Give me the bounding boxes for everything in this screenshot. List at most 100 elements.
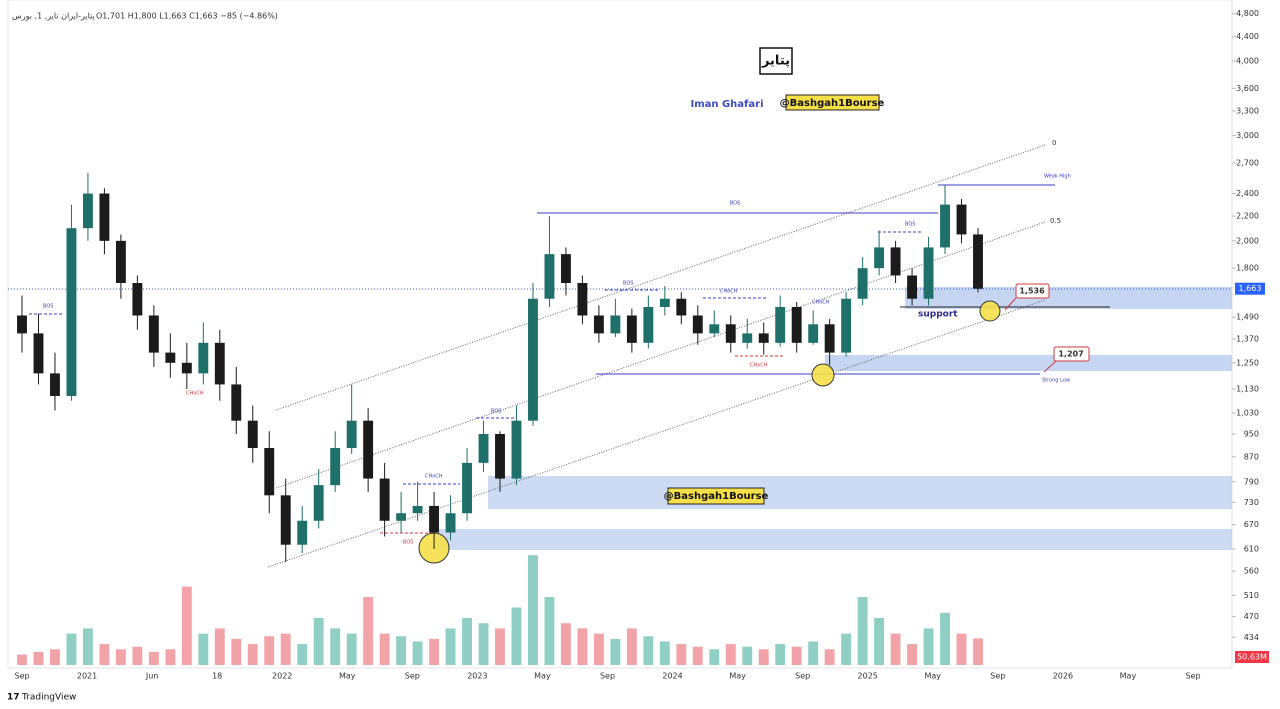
x-tick-label: 2023 bbox=[467, 672, 487, 681]
zone bbox=[436, 529, 1232, 550]
volume-bar bbox=[181, 586, 192, 665]
x-tick-label: Sep bbox=[14, 672, 29, 681]
x-tick-label: May bbox=[1120, 672, 1137, 681]
brand: TradingView bbox=[21, 693, 76, 703]
brand-logo: 17 bbox=[7, 693, 20, 703]
candle-body bbox=[495, 433, 505, 479]
volume-bar bbox=[132, 646, 143, 665]
candle-body bbox=[330, 448, 341, 486]
candle-body bbox=[429, 505, 440, 533]
bos-label: BOS bbox=[623, 281, 633, 287]
candle-body bbox=[445, 513, 456, 533]
highlight bbox=[811, 363, 835, 387]
channel-line bbox=[275, 144, 1046, 411]
candle-body bbox=[165, 352, 176, 363]
volume-bar bbox=[874, 617, 885, 665]
zone bbox=[905, 287, 1232, 309]
x-tick-label: May bbox=[729, 672, 746, 681]
volume-bar bbox=[264, 636, 275, 665]
title: پتایر bbox=[761, 54, 790, 69]
x-tick-label: 18 bbox=[212, 672, 222, 681]
x-tick-label: 2025 bbox=[858, 672, 878, 681]
candle-body bbox=[478, 433, 489, 463]
volume-bar bbox=[330, 628, 341, 665]
bos-label: BOS bbox=[491, 409, 501, 415]
candle-body bbox=[874, 247, 885, 269]
y-tick-label: 3,300 bbox=[1236, 106, 1259, 115]
y-tick-label: 1,250 bbox=[1236, 358, 1259, 367]
y-tick-label: 3,000 bbox=[1236, 131, 1259, 140]
y-tick-label: 730 bbox=[1244, 498, 1259, 507]
choch-label: CHoCH bbox=[750, 363, 768, 369]
candle-body bbox=[412, 505, 423, 514]
candle-body bbox=[462, 462, 472, 514]
y-tick-label: 4,400 bbox=[1236, 32, 1259, 41]
volume-bar bbox=[214, 628, 225, 665]
fib-label: 0.5 bbox=[1050, 217, 1061, 225]
candle-body bbox=[709, 324, 720, 334]
candle-body bbox=[297, 520, 308, 545]
plot-area bbox=[7, 0, 1233, 669]
candle-body bbox=[33, 333, 44, 374]
strong-low: Strong Low bbox=[1042, 378, 1070, 384]
author: Iman Ghafari bbox=[690, 99, 763, 110]
bos-label: BOS bbox=[905, 222, 915, 228]
candle-body bbox=[725, 324, 736, 343]
handle-box bbox=[785, 94, 880, 111]
volume-bar bbox=[709, 649, 720, 665]
y-tick-label: 470 bbox=[1244, 612, 1259, 621]
candle-body bbox=[115, 240, 126, 284]
candle-body bbox=[824, 324, 835, 353]
volume-bar bbox=[808, 641, 819, 665]
volume-bar bbox=[643, 636, 654, 665]
x-tick-label: Sep bbox=[600, 672, 615, 681]
x-tick-label: Sep bbox=[795, 672, 810, 681]
level: 1,536 bbox=[1019, 287, 1045, 296]
choch-label: CHoCH bbox=[186, 391, 204, 397]
volume-bar bbox=[511, 607, 522, 665]
volume-bar bbox=[148, 651, 159, 665]
bos-label: BOS bbox=[730, 201, 740, 207]
candle-body bbox=[247, 420, 258, 449]
volume-bar bbox=[396, 636, 407, 665]
volume-bar bbox=[247, 644, 258, 665]
level-box bbox=[1015, 283, 1050, 299]
y-tick-label: 1,490 bbox=[1236, 313, 1259, 322]
candle-body bbox=[610, 315, 621, 334]
weak-high: Weak High bbox=[1044, 174, 1071, 180]
volume-bar bbox=[346, 633, 357, 665]
candle-body bbox=[758, 333, 769, 343]
level-box bbox=[1053, 346, 1090, 362]
candle-body bbox=[544, 254, 555, 299]
candle-body bbox=[313, 485, 324, 521]
ohlc: O1,701 H1,800 L1,663 C1,663 −85 (−4.86%) bbox=[96, 12, 278, 21]
volume-bar bbox=[445, 628, 456, 665]
volume-bar bbox=[66, 633, 77, 665]
volume-bar bbox=[363, 597, 374, 665]
volume-bar bbox=[923, 628, 934, 665]
candle-body bbox=[148, 315, 159, 353]
y-tick-label: 434 bbox=[1244, 633, 1259, 642]
y-tick-label: 1,800 bbox=[1236, 264, 1259, 273]
x-tick-label: Sep bbox=[405, 672, 420, 681]
volume-bar bbox=[940, 612, 950, 665]
x-tick-label: 2021 bbox=[77, 672, 97, 681]
y-tick-label: 1,130 bbox=[1236, 384, 1259, 393]
volume-bar bbox=[165, 649, 176, 665]
volume-bar bbox=[742, 646, 753, 665]
candle-body bbox=[923, 247, 934, 299]
candle-body bbox=[363, 420, 374, 479]
y-tick-label: 510 bbox=[1244, 591, 1259, 600]
candle-body bbox=[511, 420, 522, 479]
volume-bar bbox=[115, 649, 126, 665]
y-tick-label: 670 bbox=[1244, 520, 1259, 529]
volume-bar bbox=[956, 633, 967, 665]
volume-bar bbox=[907, 644, 918, 665]
candle-body bbox=[593, 315, 604, 334]
volume-bar bbox=[610, 638, 621, 665]
candle-body bbox=[956, 204, 967, 235]
volume-bar bbox=[50, 649, 60, 665]
volume-bar bbox=[82, 628, 93, 665]
y-tick-label: 870 bbox=[1244, 452, 1259, 461]
candle-body bbox=[528, 298, 538, 421]
